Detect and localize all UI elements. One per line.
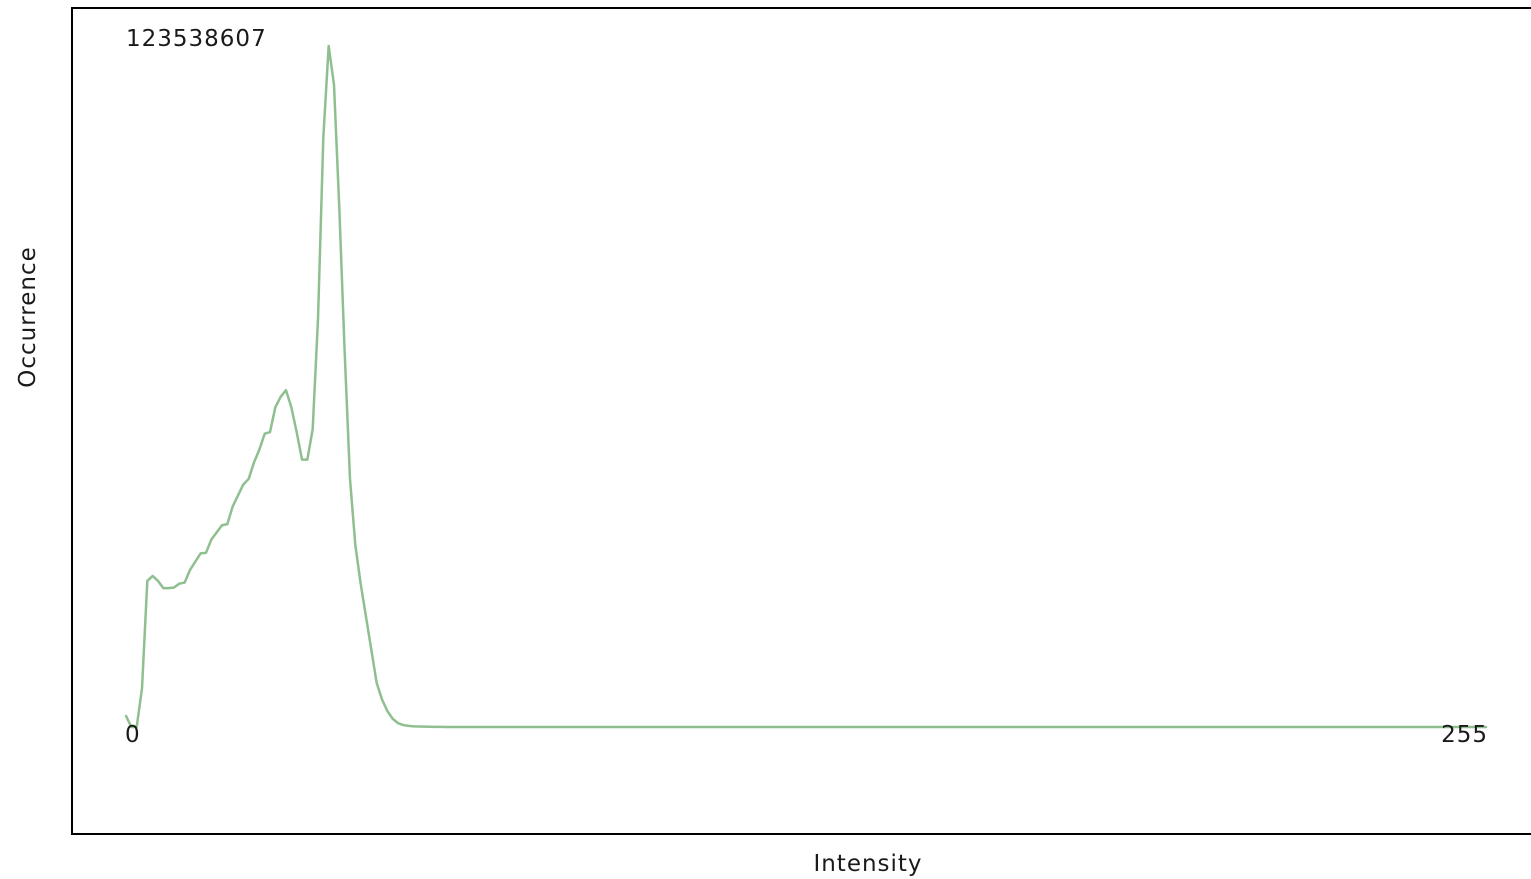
x-axis-title: Intensity xyxy=(813,851,922,877)
x-min-label: 0 xyxy=(125,722,141,748)
series-line xyxy=(124,44,1488,729)
y-axis-title: Occurrence xyxy=(15,246,41,388)
x-max-label: 255 xyxy=(1441,722,1488,748)
y-max-label: 123538607 xyxy=(126,26,267,52)
chart-frame xyxy=(71,7,1531,835)
